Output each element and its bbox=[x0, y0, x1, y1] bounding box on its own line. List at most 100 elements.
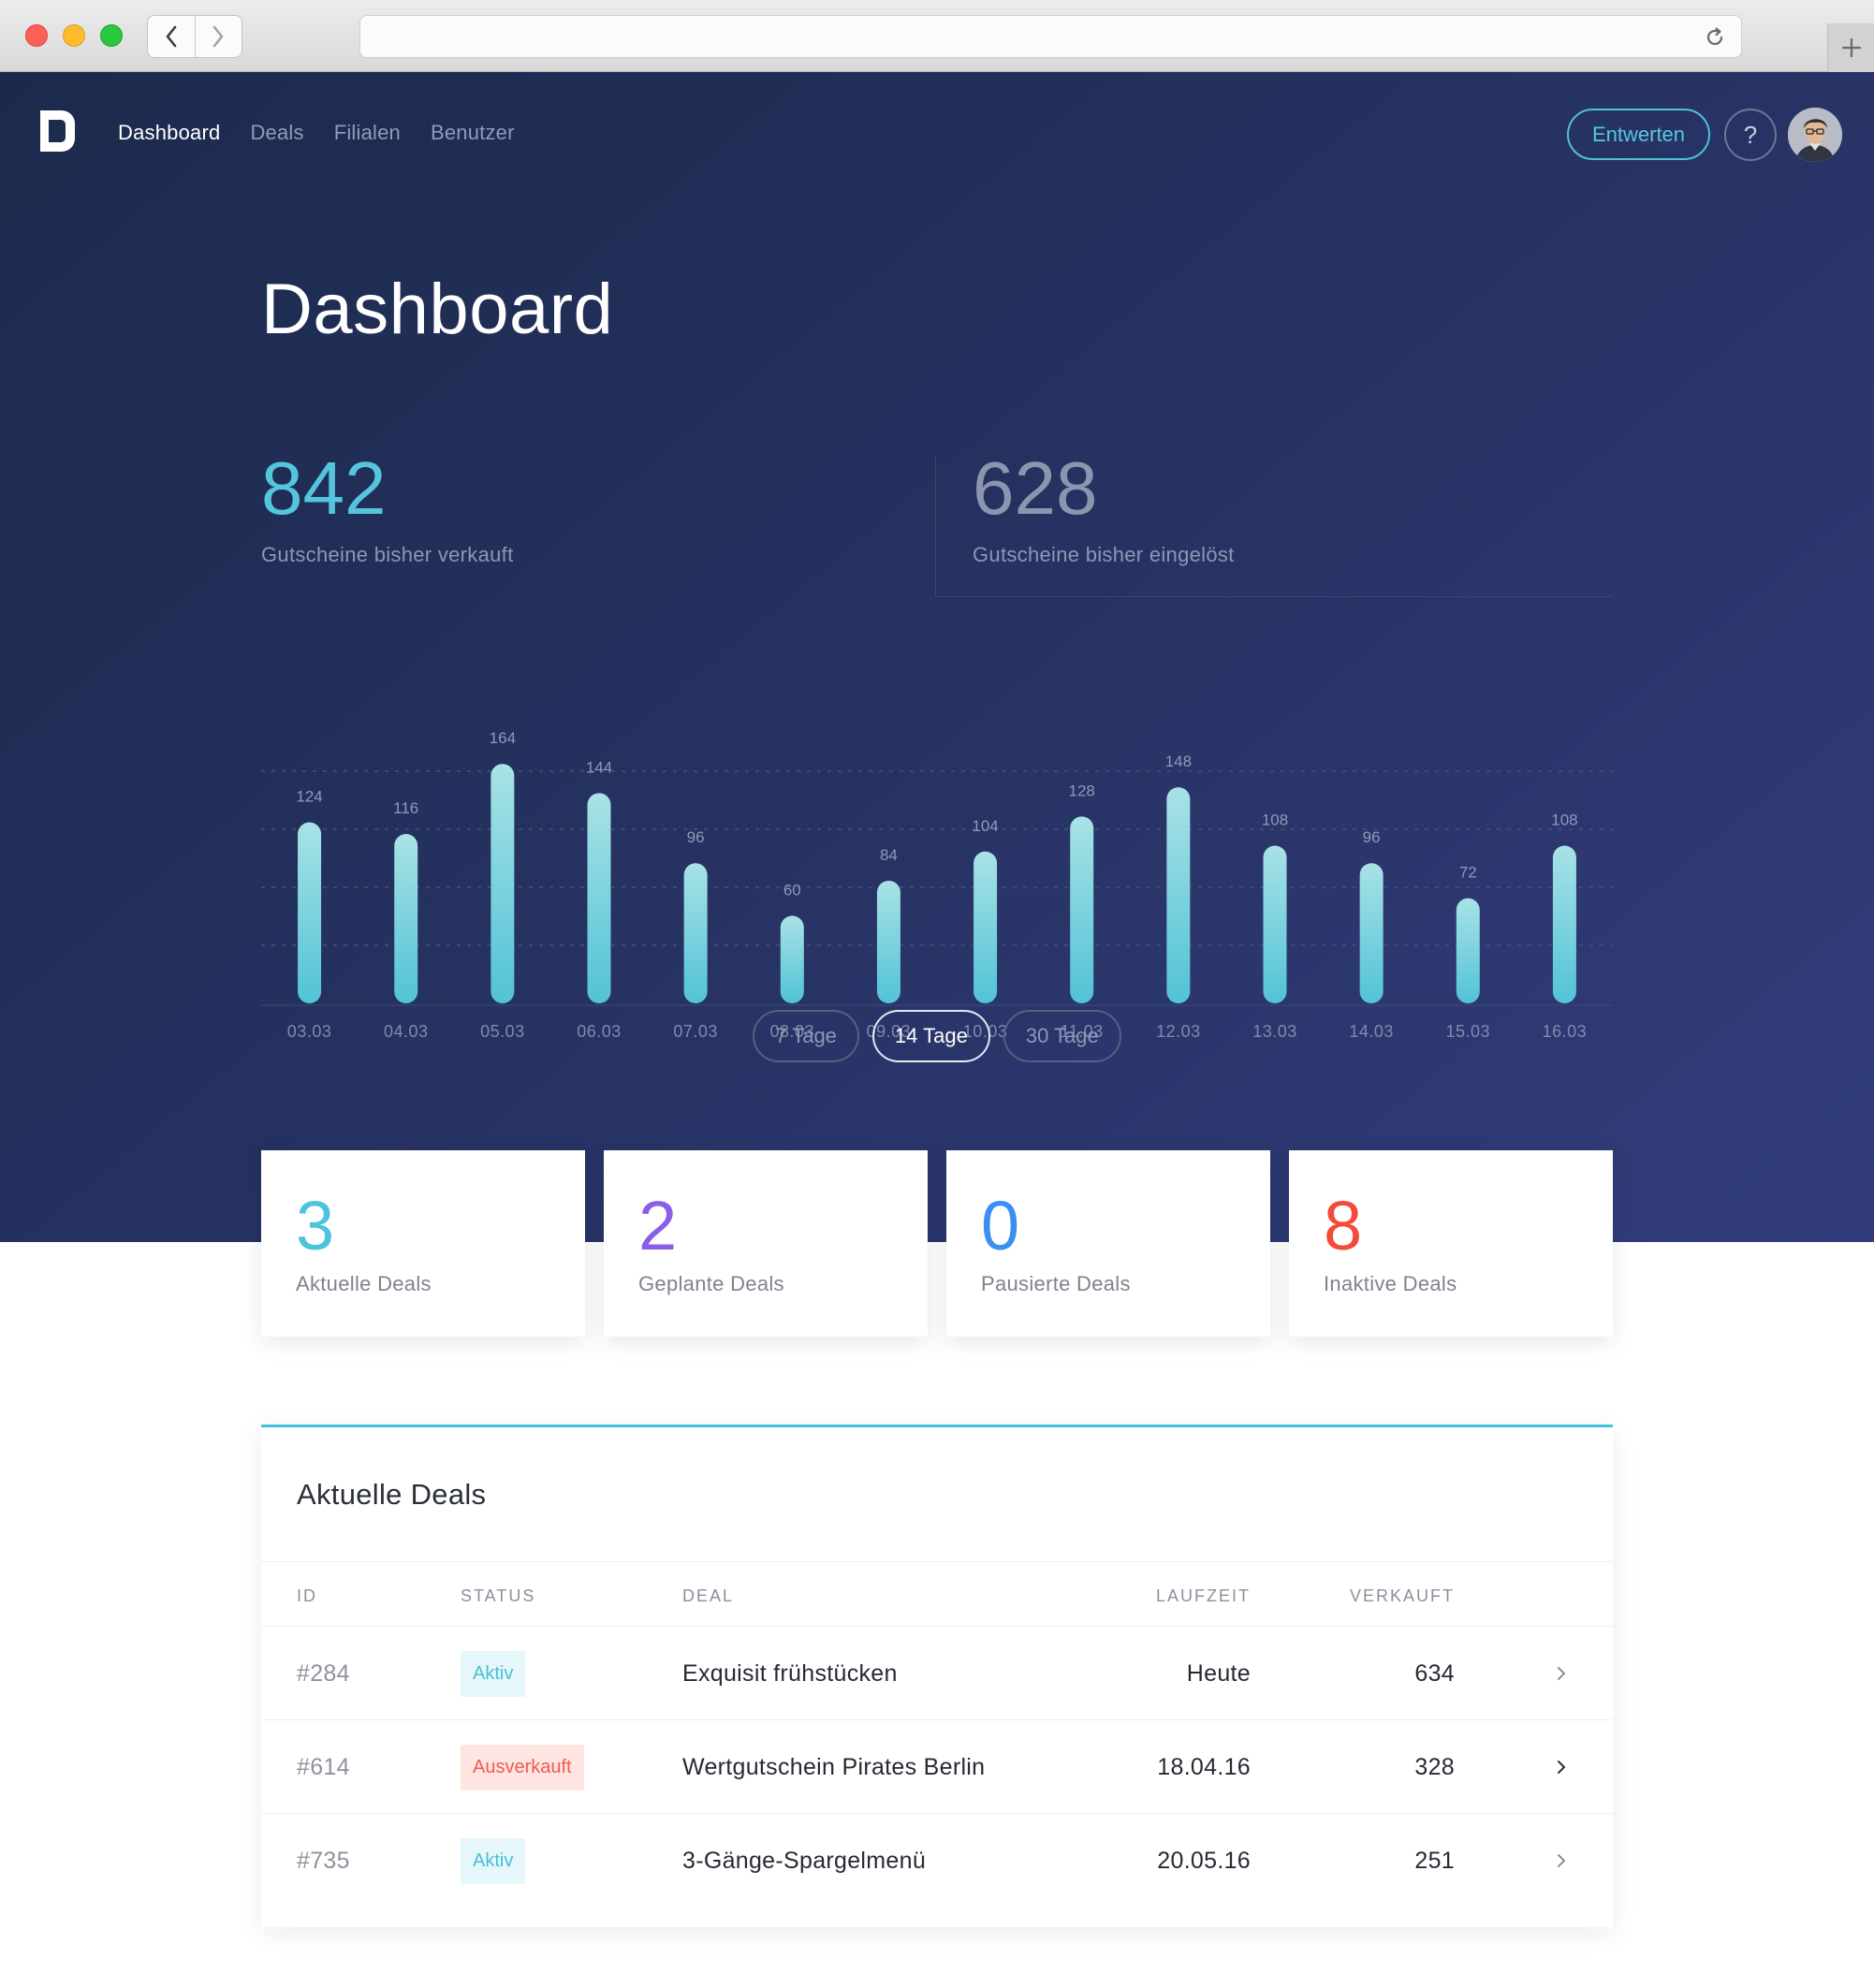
user-avatar[interactable] bbox=[1788, 108, 1842, 162]
card-label: Inaktive Deals bbox=[1324, 1272, 1457, 1295]
x-tick-label: 13.03 bbox=[1252, 1022, 1297, 1041]
table-header: ID STATUS DEAL LAUFZEIT VERKAUFT bbox=[261, 1561, 1613, 1627]
forward-button[interactable] bbox=[194, 16, 242, 57]
x-tick-label: 03.03 bbox=[287, 1022, 332, 1041]
column-header-id[interactable]: ID bbox=[297, 1586, 317, 1605]
bar-value-label: 60 bbox=[783, 881, 801, 899]
history-buttons bbox=[147, 15, 242, 58]
stat-sold-value: 842 bbox=[261, 446, 387, 530]
deal-id: #614 bbox=[297, 1754, 350, 1780]
bar-value-label: 96 bbox=[1363, 828, 1381, 846]
chevron-right-icon[interactable] bbox=[1556, 1758, 1567, 1776]
deal-sold-count: 251 bbox=[1414, 1848, 1455, 1874]
x-tick-label: 05.03 bbox=[480, 1022, 525, 1041]
hero-section: Dashboard Deals Filialen Benutzer Entwer… bbox=[0, 72, 1874, 1242]
card-paused-deals[interactable]: 0 Pausierte Deals bbox=[946, 1150, 1270, 1337]
bar-value-label: 144 bbox=[586, 758, 612, 776]
chart-bar[interactable] bbox=[298, 822, 322, 1003]
nav-link-filialen[interactable]: Filialen bbox=[333, 121, 401, 144]
x-tick-label: 16.03 bbox=[1543, 1022, 1588, 1041]
bar-value-label: 148 bbox=[1165, 753, 1192, 770]
help-button[interactable]: ? bbox=[1724, 109, 1777, 161]
deal-name[interactable]: Exquisit frühstücken bbox=[682, 1660, 898, 1687]
range-14-days-button[interactable]: 14 Tage bbox=[871, 1010, 990, 1062]
card-planned-deals[interactable]: 2 Geplante Deals bbox=[604, 1150, 928, 1337]
stat-redeemed-value: 628 bbox=[973, 446, 1098, 530]
column-header-sold[interactable]: VERKAUFT bbox=[1349, 1586, 1455, 1605]
range-7-days-button[interactable]: 7 Tage bbox=[753, 1010, 859, 1062]
deal-sold-count: 634 bbox=[1414, 1660, 1455, 1687]
browser-toolbar bbox=[0, 0, 1874, 72]
deal-sold-count: 328 bbox=[1414, 1754, 1455, 1780]
plus-icon bbox=[1841, 37, 1861, 58]
chevron-left-icon bbox=[166, 25, 177, 48]
x-tick-label: 11.03 bbox=[1061, 1022, 1104, 1041]
chart-bar[interactable] bbox=[876, 880, 900, 1003]
deal-runtime: 18.04.16 bbox=[1157, 1754, 1251, 1780]
chevron-right-icon bbox=[212, 25, 224, 48]
bar-value-label: 96 bbox=[687, 828, 705, 846]
chart-bar[interactable] bbox=[780, 915, 804, 1003]
deal-name[interactable]: Wertgutschein Pirates Berlin bbox=[682, 1754, 986, 1780]
deal-id: #735 bbox=[297, 1848, 350, 1874]
x-tick-label: 12.03 bbox=[1156, 1022, 1201, 1041]
card-label: Aktuelle Deals bbox=[296, 1272, 432, 1295]
chart-bar[interactable] bbox=[683, 863, 708, 1003]
deal-name[interactable]: 3-Gänge-Spargelmenü bbox=[682, 1848, 927, 1874]
minimize-window-button[interactable] bbox=[63, 24, 85, 47]
chart-bar[interactable] bbox=[587, 793, 611, 1003]
panel-title: Aktuelle Deals bbox=[297, 1478, 487, 1511]
card-label: Pausierte Deals bbox=[981, 1272, 1131, 1295]
card-inactive-deals[interactable]: 8 Inaktive Deals bbox=[1289, 1150, 1613, 1337]
deal-runtime: 20.05.16 bbox=[1157, 1848, 1251, 1874]
bar-value-label: 104 bbox=[972, 817, 998, 835]
nav-link-dashboard[interactable]: Dashboard bbox=[118, 121, 221, 144]
chart-bar[interactable] bbox=[974, 851, 998, 1003]
range-30-days-button[interactable]: 30 Tage bbox=[1003, 1010, 1121, 1062]
x-tick-label: 14.03 bbox=[1349, 1022, 1394, 1041]
chart-bar[interactable] bbox=[1263, 845, 1287, 1003]
chart-bar[interactable] bbox=[1070, 816, 1094, 1003]
card-label: Geplante Deals bbox=[638, 1272, 784, 1295]
chart-bar[interactable] bbox=[1456, 898, 1480, 1003]
card-current-deals[interactable]: 3 Aktuelle Deals bbox=[261, 1150, 585, 1337]
zoom-window-button[interactable] bbox=[100, 24, 123, 47]
chart-bar[interactable] bbox=[1166, 787, 1191, 1003]
column-header-runtime[interactable]: LAUFZEIT bbox=[1155, 1586, 1251, 1605]
bar-value-label: 108 bbox=[1551, 811, 1577, 829]
close-window-button[interactable] bbox=[25, 24, 48, 47]
deal-logo-icon[interactable] bbox=[37, 108, 77, 154]
card-value: 8 bbox=[1324, 1187, 1363, 1264]
x-tick-label: 04.03 bbox=[384, 1022, 429, 1041]
redeem-button[interactable]: Entwerten bbox=[1567, 109, 1710, 160]
column-header-status[interactable]: STATUS bbox=[461, 1586, 536, 1605]
stat-divider bbox=[935, 456, 936, 596]
table-row[interactable]: #614 Ausverkauft Wertgutschein Pirates B… bbox=[261, 1720, 1613, 1814]
chevron-right-icon[interactable] bbox=[1556, 1851, 1567, 1870]
user-portrait-icon bbox=[1788, 108, 1842, 162]
address-bar[interactable] bbox=[359, 15, 1742, 58]
table-row[interactable]: #284 Aktiv Exquisit frühstücken Heute 63… bbox=[261, 1627, 1613, 1720]
chart-bar[interactable] bbox=[394, 834, 418, 1003]
page-title: Dashboard bbox=[261, 270, 614, 349]
top-navigation: Dashboard Deals Filialen Benutzer Entwer… bbox=[0, 72, 1874, 194]
sales-bar-chart: 124 03.03 116 04.03 164 05.03 144 06.03 96 07.03 6… bbox=[261, 729, 1613, 1041]
status-badge: Aktiv bbox=[461, 1651, 526, 1697]
bar-value-label: 116 bbox=[393, 799, 418, 817]
nav-link-benutzer[interactable]: Benutzer bbox=[430, 121, 515, 144]
current-deals-panel: Aktuelle Deals ID STATUS DEAL LAUFZEIT V… bbox=[261, 1425, 1613, 1927]
chart-bar[interactable] bbox=[1552, 845, 1576, 1003]
column-header-deal[interactable]: DEAL bbox=[682, 1586, 735, 1605]
nav-link-deals[interactable]: Deals bbox=[250, 121, 304, 144]
chart-bar[interactable] bbox=[1359, 863, 1384, 1003]
table-row[interactable]: #735 Aktiv 3-Gänge-Spargelmenü 20.05.16 … bbox=[261, 1814, 1613, 1908]
chart-bar[interactable] bbox=[490, 764, 515, 1003]
bar-value-label: 128 bbox=[1069, 782, 1095, 799]
back-button[interactable] bbox=[148, 16, 195, 57]
new-tab-button[interactable] bbox=[1827, 23, 1874, 72]
card-value: 3 bbox=[296, 1187, 335, 1264]
reload-icon[interactable] bbox=[1704, 26, 1726, 49]
chevron-right-icon[interactable] bbox=[1556, 1664, 1567, 1683]
deals-table: ID STATUS DEAL LAUFZEIT VERKAUFT #284 Ak… bbox=[261, 1561, 1613, 1908]
x-tick-label: 15.03 bbox=[1446, 1022, 1491, 1041]
